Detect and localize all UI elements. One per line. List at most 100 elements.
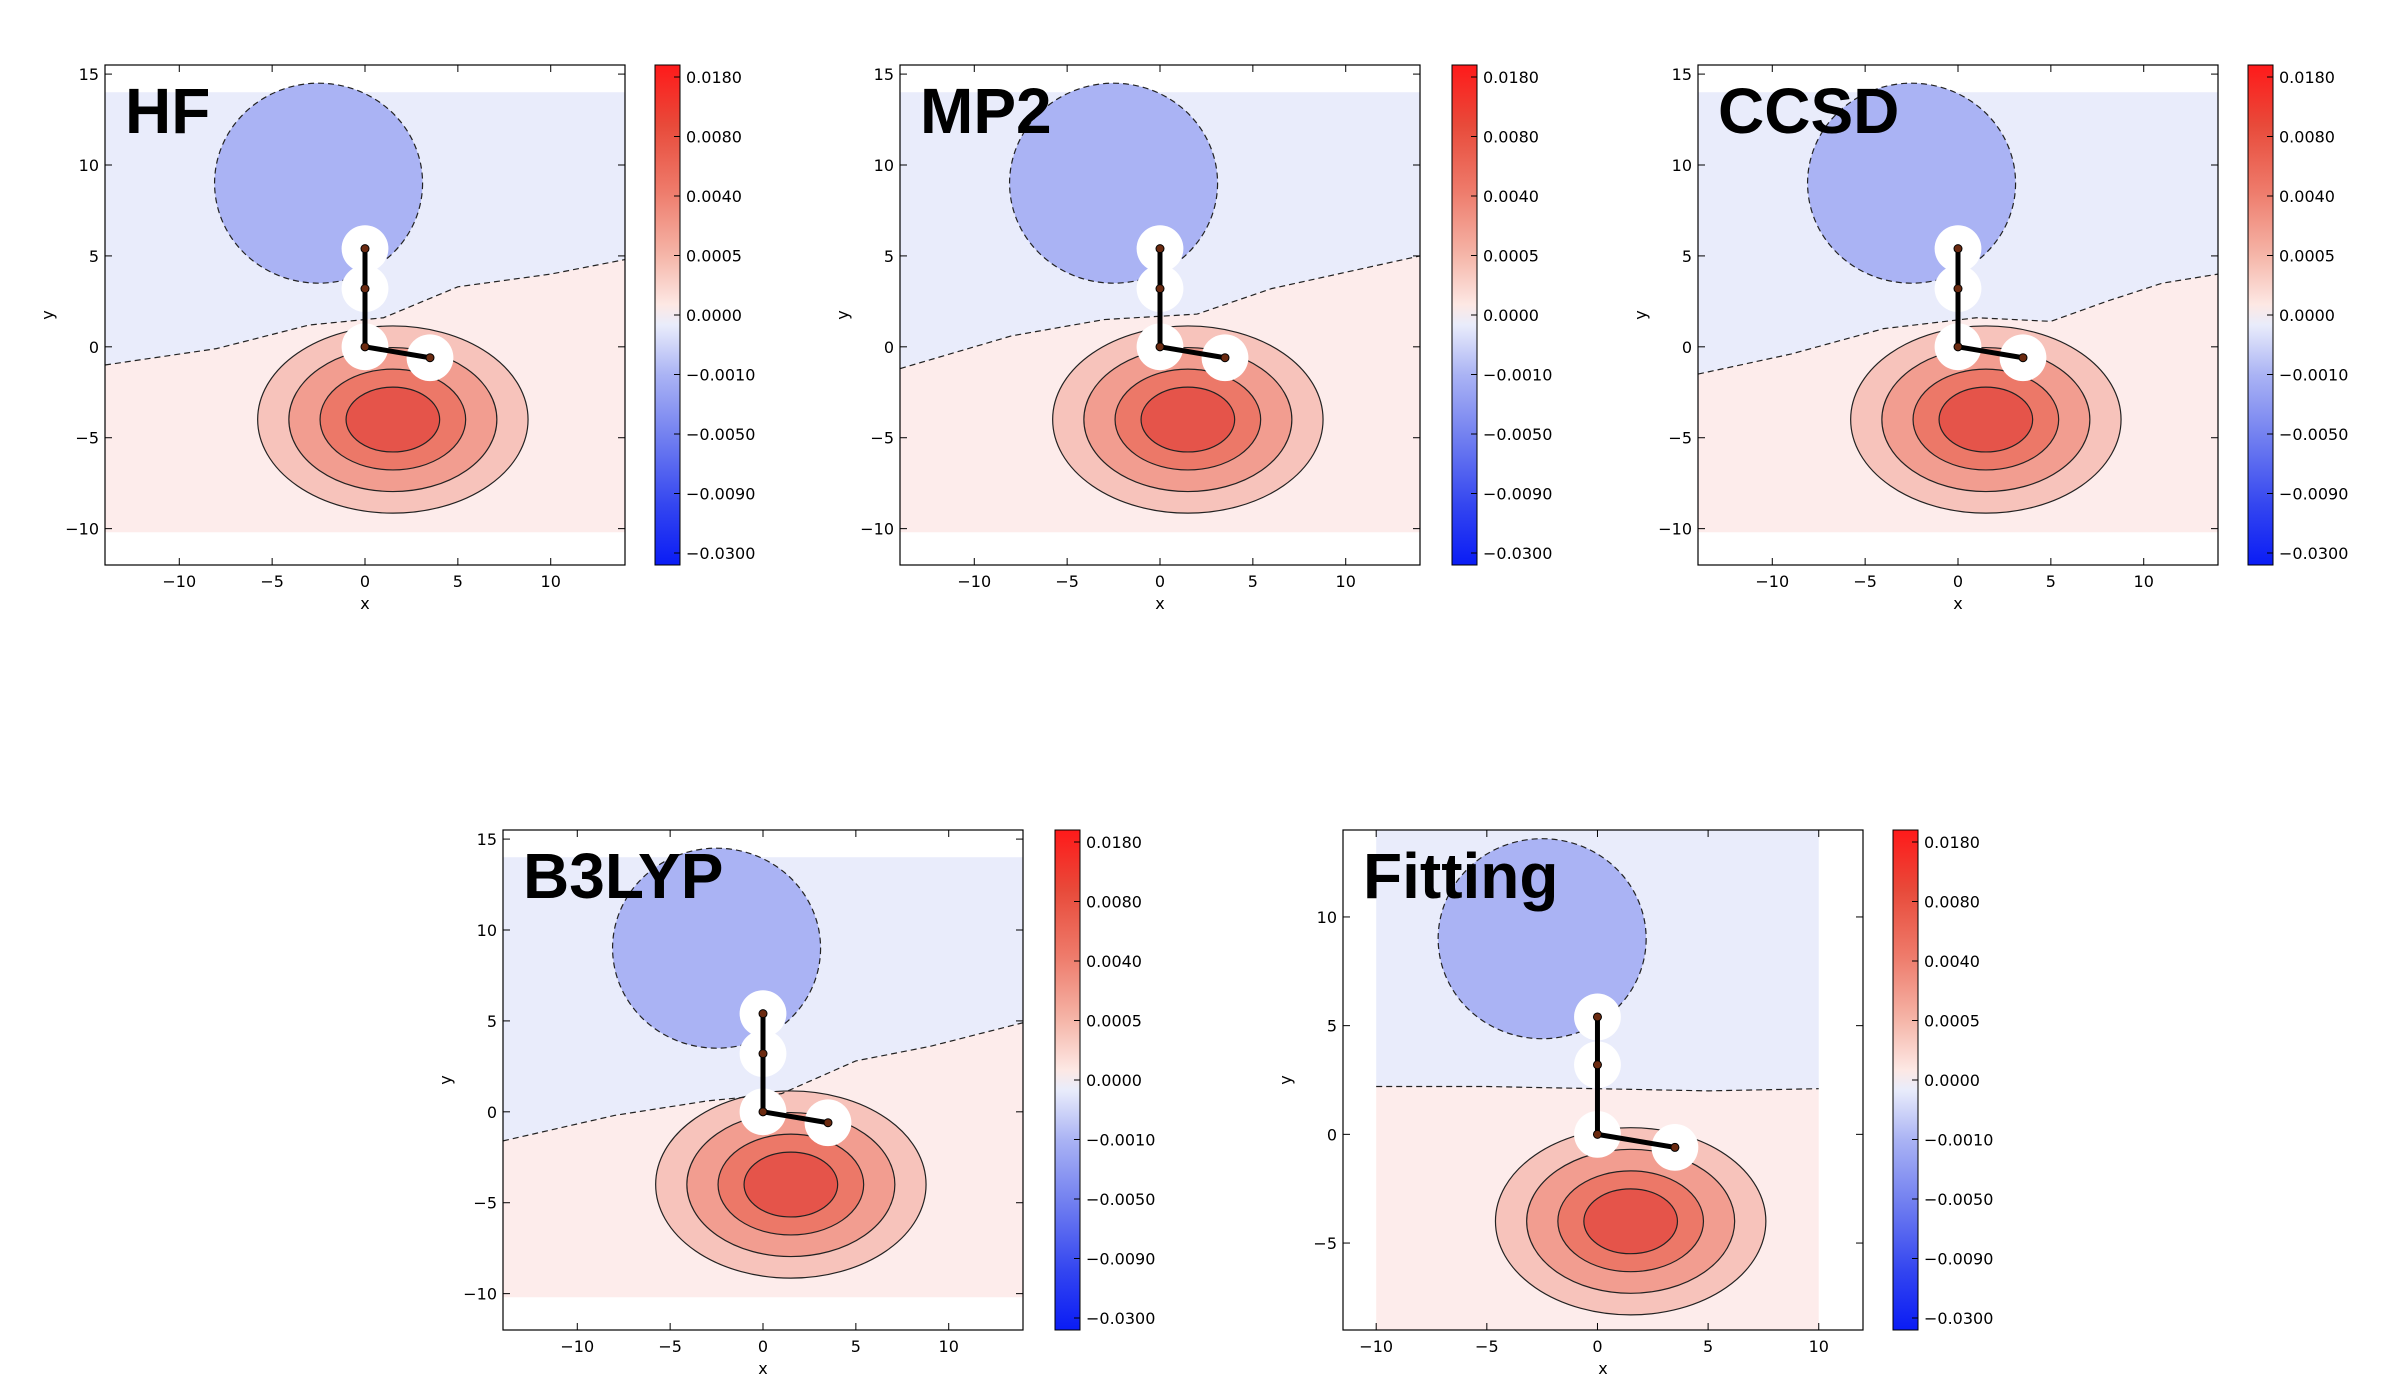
atom <box>360 244 370 254</box>
colorbar-tick-label: 0.0040 <box>686 187 742 206</box>
x-tick-label: −5 <box>260 572 284 591</box>
y-tick-label: 0 <box>1682 338 1692 357</box>
atom <box>1592 1129 1602 1139</box>
colorbar-tick-label: 0.0000 <box>2279 306 2335 325</box>
zero-contour <box>105 258 625 366</box>
colorbar-tick-label: −0.0090 <box>1924 1250 1993 1269</box>
x-tick-label: 0 <box>360 572 370 591</box>
negative-lobe <box>213 82 424 284</box>
x-tick-label: −5 <box>1853 572 1877 591</box>
x-tick-label: −5 <box>1055 572 1079 591</box>
x-tick-label: −5 <box>1475 1337 1499 1356</box>
atom <box>1953 342 1963 352</box>
atom <box>1592 1060 1602 1070</box>
colorbar-tick-label: −0.0090 <box>686 485 755 504</box>
y-tick-label: −5 <box>75 429 99 448</box>
x-tick-label: 0 <box>1592 1337 1602 1356</box>
colorbar-tick-label: −0.0050 <box>1086 1190 1155 1209</box>
colorbar-tick-label: −0.0050 <box>686 425 755 444</box>
zero-contour <box>900 255 1420 370</box>
atom <box>1155 342 1165 352</box>
bond <box>1957 344 2024 361</box>
positive-contour <box>1583 1188 1679 1255</box>
x-tick-label: 0 <box>1953 572 1963 591</box>
panel-fitting: −10 −5 0 5 10 −5 0 5 10 x y Fitting 0.0180 0.0080 0.00… <box>1276 829 1993 1378</box>
plot-area <box>900 65 1420 565</box>
x-tick-label: −5 <box>658 1337 682 1356</box>
colorbar-tick-label: −0.0010 <box>686 366 755 385</box>
atom <box>758 1049 768 1059</box>
y-tick-label: −5 <box>1313 1234 1337 1253</box>
panel-title: CCSD <box>1718 75 1899 147</box>
x-tick-label: 5 <box>851 1337 861 1356</box>
y-tick-label: 10 <box>477 921 497 940</box>
colorbar: 0.0180 0.0080 0.0040 0.0005 0.0000 −0.0010 −0.… <box>2247 64 2348 566</box>
atom <box>758 1107 768 1117</box>
atom <box>758 1009 768 1019</box>
colorbar-tick-label: 0.0080 <box>2279 128 2335 147</box>
colorbar-tick-label: 0.0080 <box>1483 128 1539 147</box>
colorbar-tick-label: 0.0180 <box>1483 68 1539 87</box>
y-tick-label: 15 <box>874 65 894 84</box>
colorbar-tick-label: −0.0090 <box>1086 1250 1155 1269</box>
colorbar-tick-label: 0.0005 <box>2279 247 2335 266</box>
negative-lobe <box>1437 838 1647 1040</box>
colorbar-tick-label: −0.0010 <box>1483 366 1552 385</box>
x-tick-label: 5 <box>1703 1337 1713 1356</box>
x-tick-label: −10 <box>560 1337 594 1356</box>
y-axis-label: y <box>1631 310 1650 319</box>
y-tick-label: 10 <box>1672 156 1692 175</box>
colorbar-tick-label: 0.0005 <box>686 247 742 266</box>
colorbar-tick-label: −0.0300 <box>1924 1309 1993 1328</box>
y-tick-label: −10 <box>860 520 894 539</box>
x-tick-label: 0 <box>758 1337 768 1356</box>
y-axis-label: y <box>38 310 57 319</box>
x-axis-label: x <box>758 1359 767 1378</box>
y-tick-label: 15 <box>79 65 99 84</box>
atom <box>425 353 435 363</box>
x-tick-label: 10 <box>1336 572 1356 591</box>
atom <box>1155 244 1165 254</box>
zero-contour <box>503 1022 1023 1142</box>
atom <box>823 1118 833 1128</box>
y-tick-label: 0 <box>89 338 99 357</box>
colorbar-tick-label: −0.0050 <box>2279 425 2348 444</box>
colorbar: 0.0180 0.0080 0.0040 0.0005 0.0000 −0.0010 −0.… <box>1054 829 1155 1331</box>
atom <box>1953 284 1963 294</box>
x-tick-label: 0 <box>1155 572 1165 591</box>
positive-contour <box>345 386 441 453</box>
colorbar-tick-label: 0.0000 <box>686 306 742 325</box>
x-axis-label: x <box>1598 1359 1607 1378</box>
colorbar-tick-label: −0.0010 <box>1924 1131 1993 1150</box>
panel-title: Fitting <box>1363 840 1558 912</box>
colorbar-tick-label: −0.0090 <box>1483 485 1552 504</box>
y-tick-label: 0 <box>1327 1125 1337 1144</box>
y-tick-label: 10 <box>874 156 894 175</box>
y-tick-label: −5 <box>870 429 894 448</box>
colorbar: 0.0180 0.0080 0.0040 0.0005 0.0000 −0.0010 −0.… <box>1892 829 1993 1331</box>
colorbar-tick-label: −0.0300 <box>1483 544 1552 563</box>
panel-hf: −10 −5 0 5 10 −10 −5 0 5 10 15 x y HF 0.0180 0.0080 0.00… <box>38 64 755 613</box>
y-axis-label: y <box>436 1075 455 1084</box>
colorbar-tick-label: −0.0090 <box>2279 485 2348 504</box>
colorbar-tick-label: 0.0040 <box>1086 952 1142 971</box>
y-tick-label: −5 <box>473 1194 497 1213</box>
x-tick-label: −10 <box>1755 572 1789 591</box>
bond <box>1597 1131 1676 1150</box>
y-axis-label: y <box>1276 1075 1295 1084</box>
axes-frame <box>1342 829 1864 1331</box>
atom <box>360 342 370 352</box>
panel-title: B3LYP <box>523 840 723 912</box>
colorbar-tick-label: −0.0300 <box>1086 1309 1155 1328</box>
colorbar-tick-label: 0.0000 <box>1086 1071 1142 1090</box>
positive-contour <box>1938 386 2034 453</box>
y-tick-label: 15 <box>1672 65 1692 84</box>
colorbar-tick-label: −0.0300 <box>686 544 755 563</box>
colorbar-tick-label: 0.0080 <box>1086 893 1142 912</box>
positive-contour <box>1140 386 1236 453</box>
panel-title: MP2 <box>920 75 1052 147</box>
